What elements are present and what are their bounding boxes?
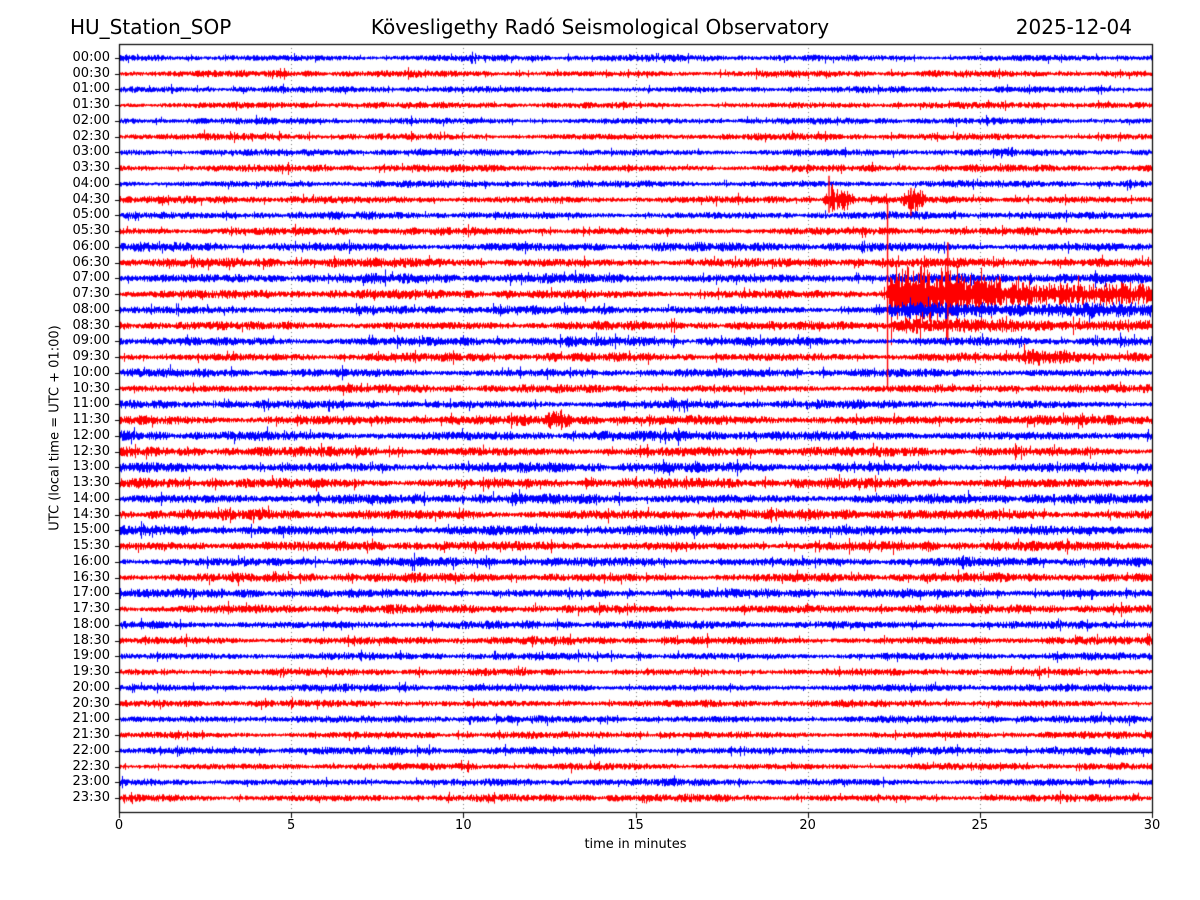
y-tick-label: 20:30	[72, 695, 110, 711]
y-tick-label: 21:30	[72, 727, 110, 743]
y-tick-label: 08:30	[72, 317, 110, 333]
y-tick-label: 20:00	[72, 679, 110, 695]
y-tick-label: 11:00	[72, 396, 110, 412]
y-tick-label: 04:30	[72, 191, 110, 207]
y-tick-label: 19:00	[72, 648, 110, 664]
y-tick-label: 06:00	[72, 238, 110, 254]
x-tick-label: 15	[627, 818, 644, 833]
y-tick-label: 19:30	[72, 664, 110, 680]
y-tick-label: 00:30	[72, 65, 110, 81]
y-tick-label: 17:30	[72, 601, 110, 617]
y-tick-label: 09:00	[72, 333, 110, 349]
y-tick-label: 14:00	[72, 490, 110, 506]
y-tick-label: 08:00	[72, 301, 110, 317]
y-tick-label: 12:30	[72, 443, 110, 459]
y-tick-label: 05:30	[72, 223, 110, 239]
x-tick-label: 10	[455, 818, 472, 833]
y-tick-label: 09:30	[72, 349, 110, 365]
y-tick-label: 13:30	[72, 475, 110, 491]
y-tick-label: 15:00	[72, 522, 110, 538]
y-tick-label: 10:00	[72, 364, 110, 380]
y-tick-label: 03:30	[72, 160, 110, 176]
y-tick-label: 00:00	[72, 50, 110, 65]
y-tick-label: 23:00	[72, 774, 110, 790]
y-tick-label: 02:30	[72, 128, 110, 144]
y-tick-label: 11:30	[72, 412, 110, 428]
y-tick-label: 16:00	[72, 553, 110, 569]
x-tick-label: 0	[114, 818, 124, 833]
y-tick-label: 17:00	[72, 585, 110, 601]
y-tick-label: 23:30	[72, 790, 110, 805]
y-tick-label: 21:00	[72, 711, 110, 727]
station-title: HU_Station_SOP	[70, 15, 232, 39]
y-tick-label: 07:30	[72, 286, 110, 302]
observatory-title: Kövesligethy Radó Seismological Observat…	[370, 15, 830, 39]
y-tick-label: 01:00	[72, 81, 110, 97]
y-tick-label: 05:00	[72, 207, 110, 223]
y-tick-label: 18:00	[72, 616, 110, 632]
y-tick-label: 22:00	[72, 742, 110, 758]
y-tick-label: 04:00	[72, 175, 110, 191]
y-tick-label: 13:00	[72, 459, 110, 475]
x-axis-label: time in minutes	[584, 837, 687, 852]
y-tick-label: 10:30	[72, 380, 110, 396]
y-tick-label: 14:30	[72, 506, 110, 522]
x-tick-label: 20	[799, 818, 816, 833]
x-tick-label: 5	[287, 818, 296, 833]
date-title: 2025-12-04	[1015, 15, 1132, 39]
y-tick-label: 12:00	[72, 427, 110, 443]
y-tick-label: 07:00	[72, 270, 110, 286]
y-tick-label: 18:30	[72, 632, 110, 648]
y-tick-label: 03:00	[72, 144, 110, 160]
y-tick-label: 22:30	[72, 758, 110, 774]
y-tick-label: 02:00	[72, 112, 110, 128]
y-tick-label: 01:30	[72, 97, 110, 113]
y-tick-label: 15:30	[72, 538, 110, 554]
x-tick-label: 25	[971, 818, 989, 833]
y-tick-label: 06:30	[72, 254, 110, 270]
y-tick-label: 16:30	[72, 569, 110, 585]
x-tick-label: 30	[1143, 818, 1161, 833]
